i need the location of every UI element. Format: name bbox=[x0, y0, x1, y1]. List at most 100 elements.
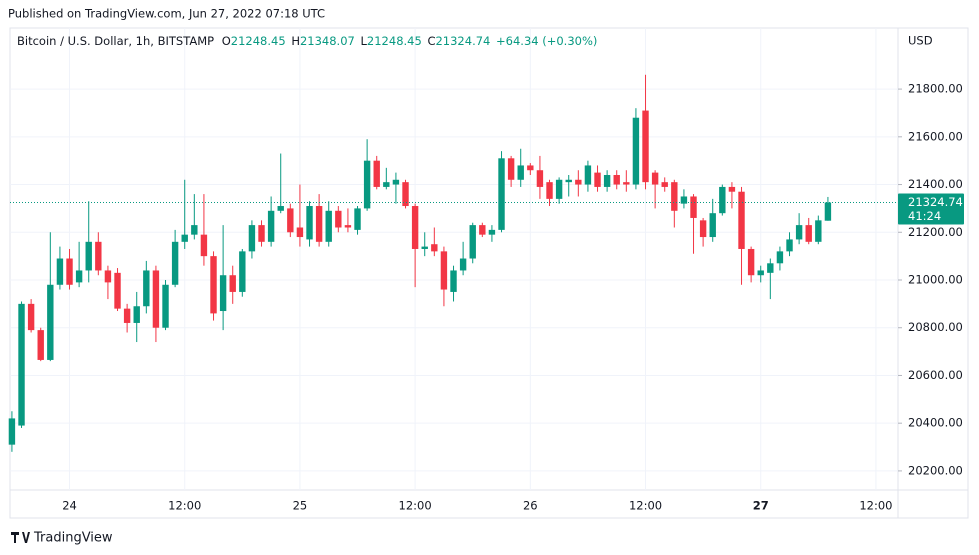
candle-body bbox=[747, 248, 755, 276]
legend: Bitcoin / U.S. Dollar, 1h, BITSTAMP O212… bbox=[17, 34, 597, 48]
candle-body bbox=[690, 196, 697, 218]
candle-body bbox=[431, 244, 438, 252]
y-tick-label: 21400.00 bbox=[908, 177, 963, 191]
candles bbox=[8, 74, 832, 452]
candle-body bbox=[498, 158, 505, 230]
candle-body bbox=[584, 165, 592, 185]
candle-body bbox=[47, 284, 54, 360]
candle-body bbox=[239, 251, 246, 292]
candle-body bbox=[699, 220, 707, 238]
y-tick-label: 21600.00 bbox=[908, 129, 963, 143]
candle-body bbox=[344, 225, 352, 228]
x-tick-label: 27 bbox=[753, 499, 769, 513]
x-tick-label: 12:00 bbox=[168, 499, 201, 513]
candle-body bbox=[824, 202, 832, 221]
candle-body bbox=[37, 330, 44, 360]
candle-body bbox=[267, 210, 275, 242]
y-tick-label: 21200.00 bbox=[908, 225, 963, 239]
candle-body bbox=[536, 170, 544, 187]
candle-body bbox=[402, 182, 409, 207]
candle-body bbox=[306, 206, 313, 240]
candle-body bbox=[642, 110, 649, 183]
brand-name: TradingView bbox=[33, 531, 113, 546]
candle-body bbox=[383, 182, 390, 187]
candle-body bbox=[623, 182, 630, 185]
last-price-label: 21324.74 bbox=[908, 195, 963, 209]
candle-body bbox=[594, 172, 601, 187]
published-line: Published on TradingView.com, Jun 27, 20… bbox=[8, 7, 325, 21]
candle-body bbox=[546, 182, 553, 199]
legend-high: 21348.07 bbox=[300, 34, 355, 48]
candle-body bbox=[18, 303, 25, 426]
legend-symbol: Bitcoin / U.S. Dollar, 1h, BITSTAMP bbox=[17, 34, 214, 48]
candle-body bbox=[229, 275, 236, 292]
x-tick-label: 25 bbox=[293, 499, 308, 513]
candle-body bbox=[757, 270, 764, 276]
candle-body bbox=[527, 165, 534, 171]
candle-body bbox=[75, 270, 83, 283]
candle-body bbox=[450, 270, 457, 292]
candle-body bbox=[776, 251, 784, 264]
candle-body bbox=[27, 303, 35, 331]
candle-body bbox=[114, 272, 121, 309]
candle-body bbox=[143, 270, 150, 307]
candle-body bbox=[325, 210, 332, 242]
legend-open: 21248.45 bbox=[231, 34, 286, 48]
candle-body bbox=[66, 258, 73, 285]
last-price-tag bbox=[898, 193, 964, 225]
candle-body bbox=[219, 275, 227, 312]
candle-body bbox=[517, 165, 524, 180]
y-tick-label: 21800.00 bbox=[908, 82, 963, 96]
y-tick-label: 21000.00 bbox=[908, 273, 963, 287]
candle-body bbox=[469, 225, 476, 259]
candle-body bbox=[162, 284, 169, 328]
candle-body bbox=[575, 179, 582, 185]
candle-body bbox=[104, 270, 112, 283]
candle-body bbox=[8, 418, 16, 445]
candle-body bbox=[181, 234, 188, 242]
candle-body bbox=[200, 234, 208, 257]
y-tick-label: 20200.00 bbox=[908, 463, 963, 477]
candle-body bbox=[565, 179, 572, 183]
legend-high-label: H bbox=[291, 34, 300, 48]
candle-body bbox=[709, 213, 716, 238]
candle-body bbox=[373, 160, 380, 187]
candle-body bbox=[661, 182, 668, 187]
brand-icon bbox=[11, 532, 30, 543]
candle-body bbox=[152, 270, 160, 328]
candle-body bbox=[363, 160, 371, 209]
candle-body bbox=[258, 225, 265, 242]
y-tick-label: 20800.00 bbox=[908, 320, 963, 334]
candle-body bbox=[210, 256, 217, 314]
currency-label: USD bbox=[908, 34, 933, 48]
candle-body bbox=[440, 251, 448, 290]
y-tick-label: 20600.00 bbox=[908, 368, 963, 382]
candle-body bbox=[680, 196, 688, 204]
candle-body bbox=[786, 239, 793, 252]
legend-low-label: L bbox=[361, 34, 368, 48]
candle-body bbox=[95, 241, 102, 271]
brand-logo: TradingView bbox=[11, 531, 113, 546]
legend-close: 21324.74 bbox=[435, 34, 490, 48]
candle-body bbox=[488, 229, 496, 235]
candle-body bbox=[335, 210, 342, 228]
candle-body bbox=[133, 306, 140, 323]
grid bbox=[10, 28, 898, 490]
candle-body bbox=[296, 227, 304, 238]
candle-body bbox=[805, 225, 812, 242]
legend-change: +64.34 (+0.30%) bbox=[496, 34, 597, 48]
x-tick-label: 26 bbox=[523, 499, 538, 513]
candle-body bbox=[123, 308, 131, 323]
candle-body bbox=[815, 220, 822, 242]
candle-body bbox=[728, 186, 736, 192]
candle-body bbox=[248, 225, 256, 252]
candle-body bbox=[85, 241, 92, 271]
x-tick-label: 12:00 bbox=[629, 499, 662, 513]
candle-body bbox=[507, 158, 515, 180]
candle-body bbox=[671, 182, 678, 211]
candle-body bbox=[459, 258, 467, 271]
candle-body bbox=[767, 263, 774, 273]
candle-body bbox=[171, 241, 179, 285]
